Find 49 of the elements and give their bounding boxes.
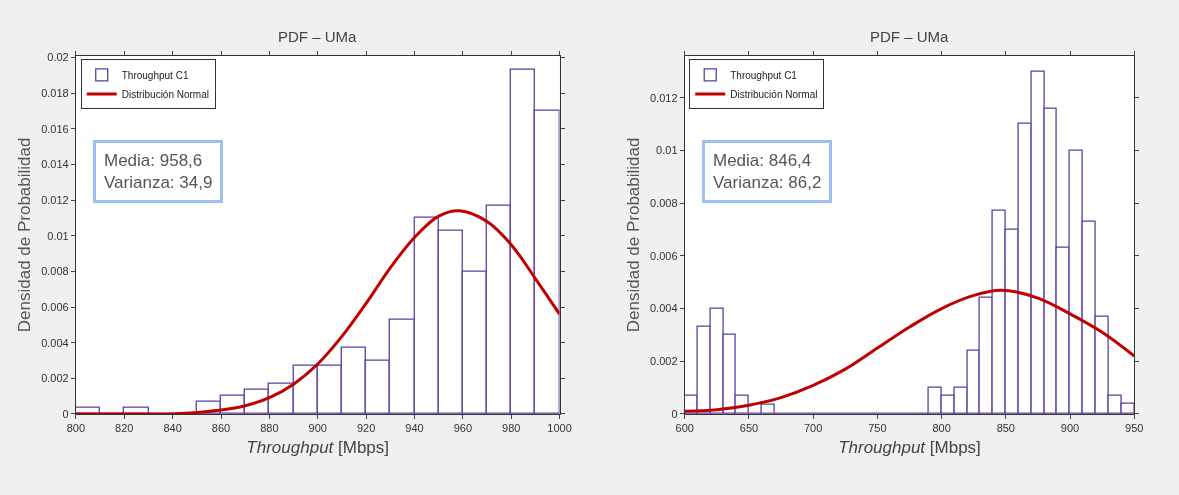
x-tick-label: 800 [66,422,86,435]
y-tick-label: 0.004 [650,302,678,315]
annotation: Media: 958,6 Varianza: 34,9 [104,151,213,193]
x-tick-label: 650 [739,422,759,435]
x-tick-label: 840 [163,422,182,435]
y-tick-label: 0 [671,407,678,420]
x-axis-title: Throughput [Mbps] [246,438,390,458]
x-tick-label: 980 [502,422,521,435]
y-axis-title: Densidad de Probabilidad [623,137,643,333]
y-tick-label: 0.008 [650,197,678,210]
y-axis-title: Densidad de Probabilidad [14,137,34,333]
x-tick-label: 940 [405,422,424,435]
chart-title: PDF – UMa [278,28,357,45]
x-tick-label: 950 [1125,422,1144,435]
legend-label: Throughput C1 [730,69,798,81]
x-tick-label: 860 [211,422,231,435]
y-tick-label: 0.012 [41,193,69,206]
y-tick-label: 0.01 [656,144,678,157]
y-tick-label: 0.018 [41,87,69,100]
y-tick-label: 0.02 [47,51,69,64]
legend-label: Distribución Normal [730,88,818,100]
y-tick-label: 0.006 [650,249,678,262]
x-tick-label: 880 [260,422,279,435]
x-tick-label: 800 [932,422,951,435]
y-tick-label: 0.016 [41,122,69,135]
y-tick-label: 0.012 [650,91,678,104]
y-tick-label: 0.006 [41,300,69,313]
x-tick-label: 1000 [547,422,572,435]
chart-title: PDF – UMa [870,28,949,45]
x-tick-label: 600 [675,422,694,435]
x-tick-label: 850 [996,422,1015,435]
y-tick-label: 0.008 [41,265,69,278]
x-tick-label: 960 [453,422,472,435]
annotation: Media: 846,4 Varianza: 86,2 [713,151,822,193]
x-axis-title: Throughput [Mbps] [838,438,981,458]
x-tick-label: 700 [803,422,823,435]
x-tick-label: 820 [115,422,134,435]
y-tick-label: 0.002 [650,355,678,368]
x-tick-label: 750 [868,422,887,435]
y-tick-label: 0 [62,407,69,420]
legend-label: Throughput C1 [121,69,189,81]
x-tick-label: 900 [1060,422,1080,435]
x-tick-label: 920 [356,422,376,435]
legend-label: Distribución Normal [121,88,209,100]
y-tick-label: 0.01 [47,229,69,242]
y-tick-label: 0.004 [41,336,69,349]
x-tick-label: 900 [308,422,327,435]
y-tick-label: 0.014 [41,158,69,171]
y-tick-label: 0.002 [41,372,69,385]
